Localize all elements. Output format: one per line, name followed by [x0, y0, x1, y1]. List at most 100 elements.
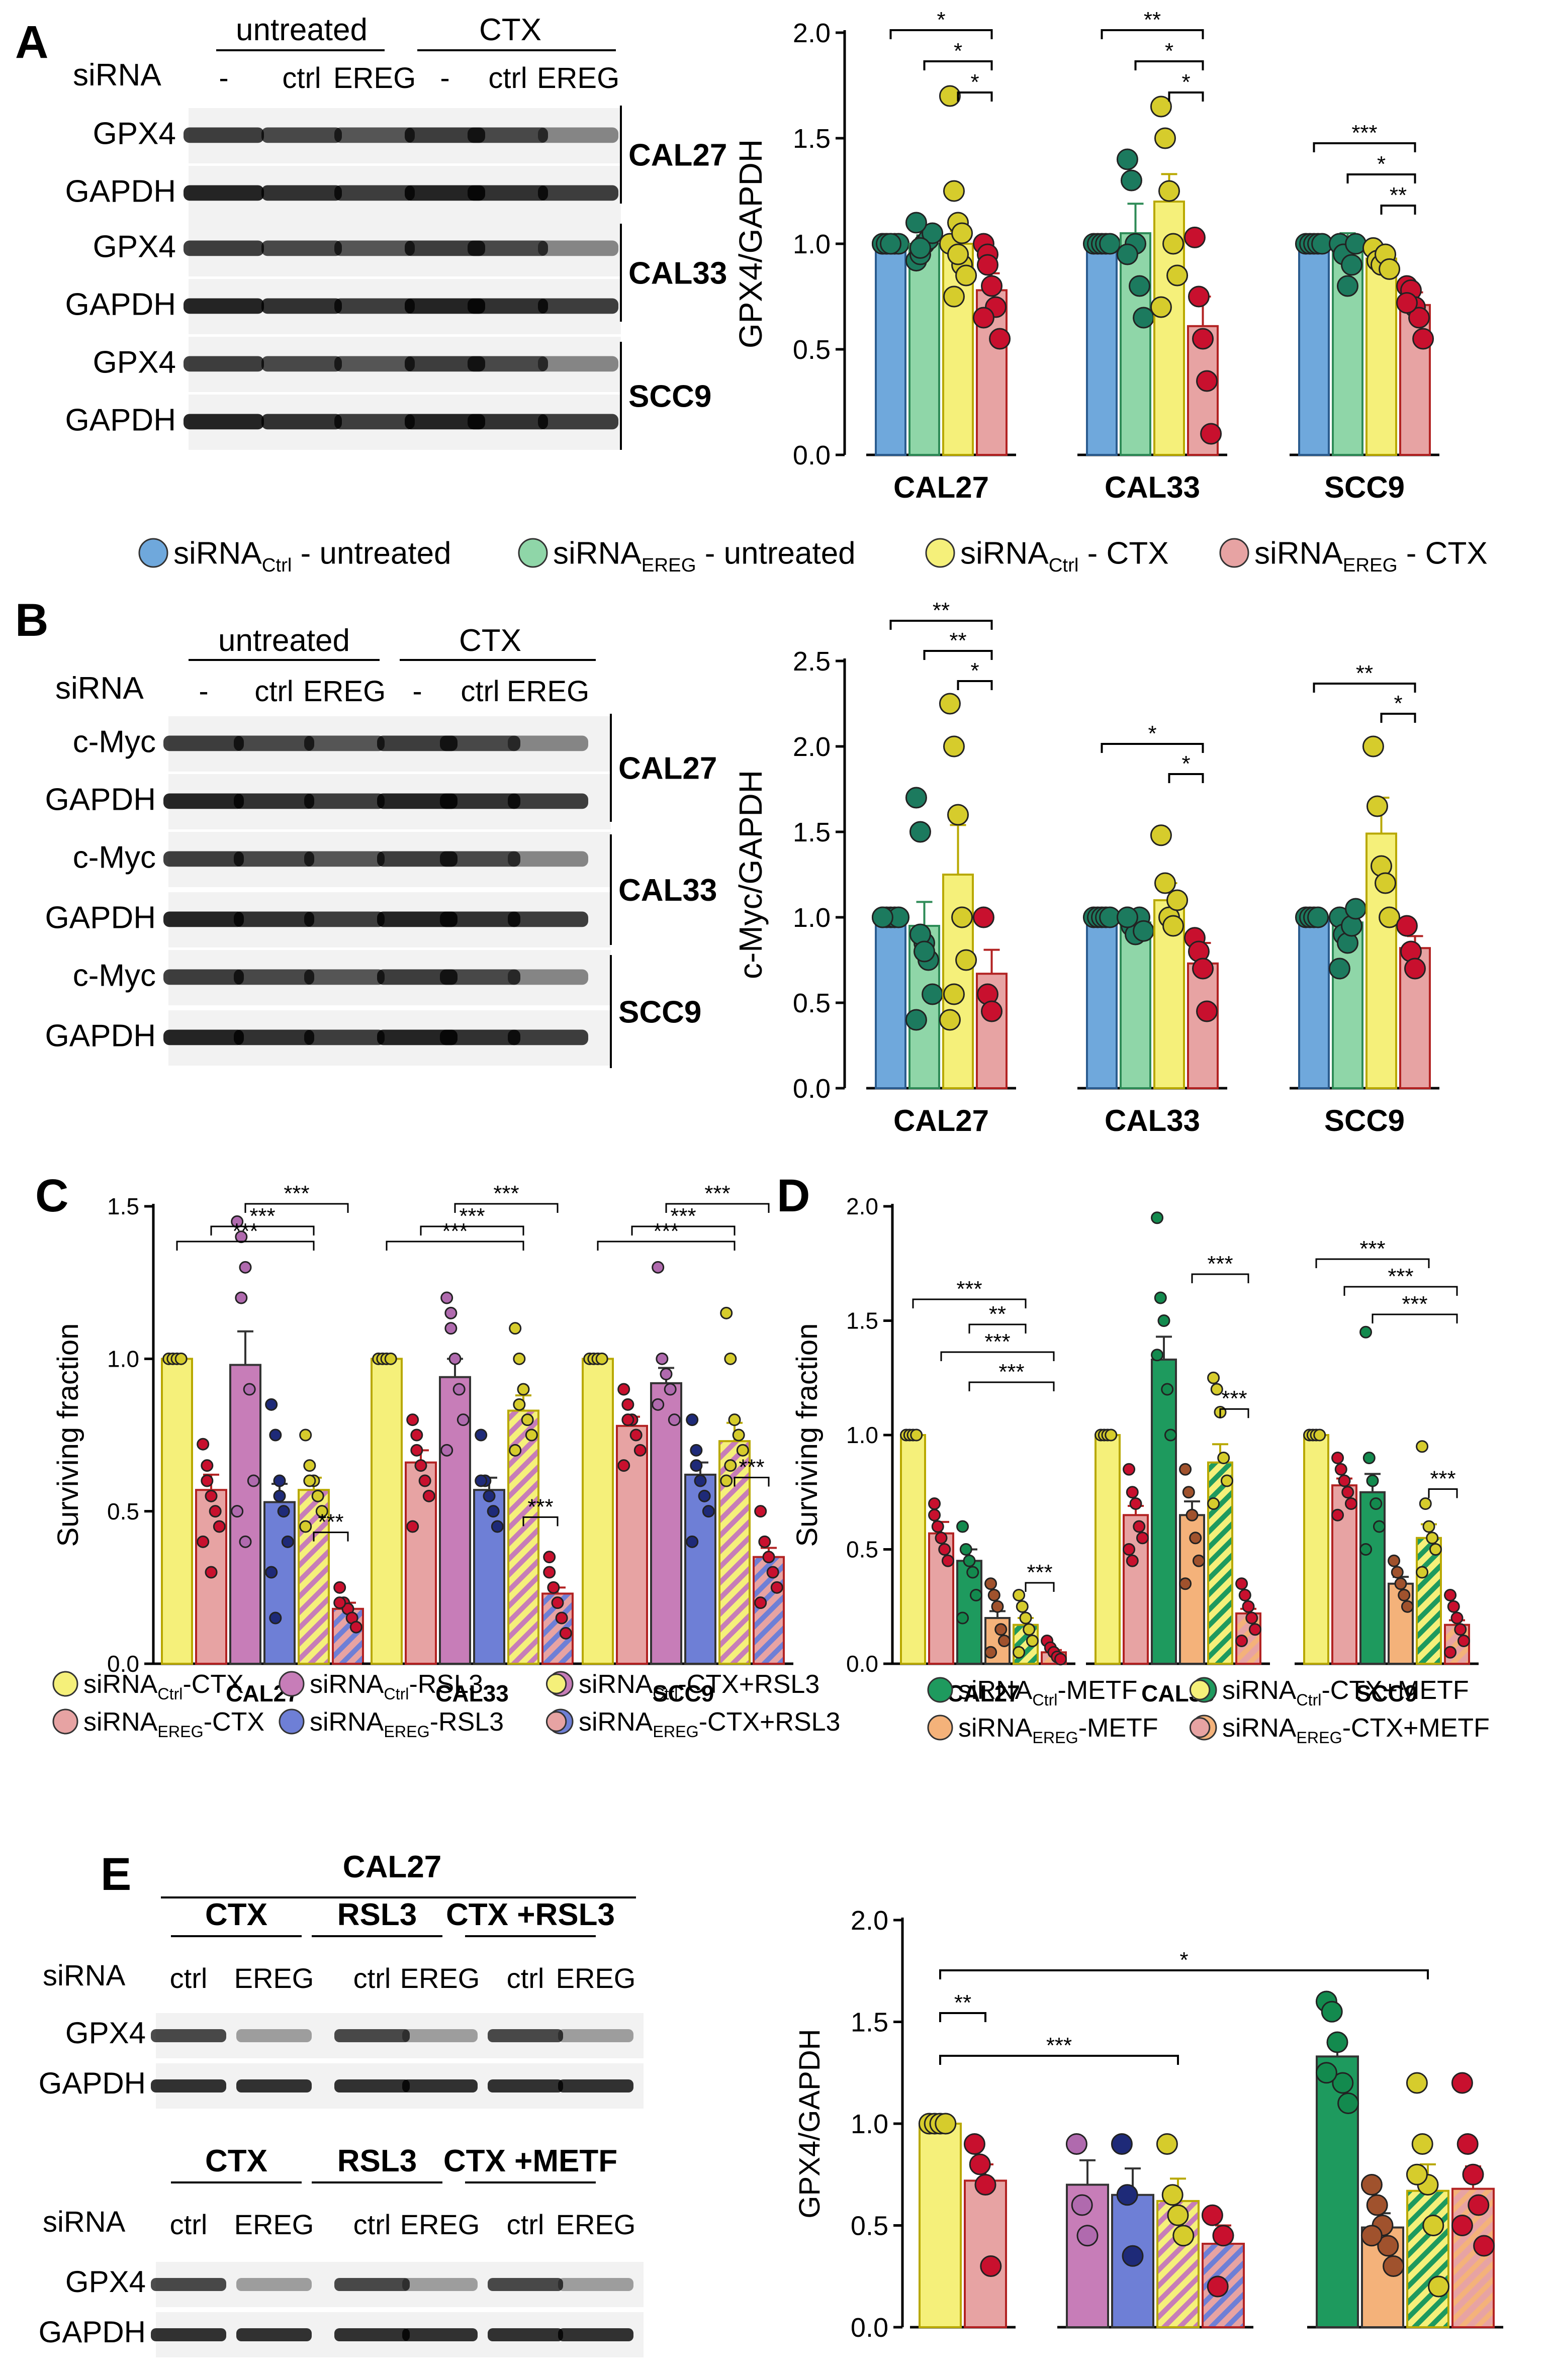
data-point [1394, 1577, 1407, 1590]
bar [1207, 1461, 1233, 1665]
data-point [311, 1489, 324, 1502]
legend-label: siRNAEREG-CTX [83, 1707, 264, 1741]
blot-row-label: GAPDH [65, 288, 176, 322]
blot-band [538, 185, 618, 201]
significance-bracket [1428, 1488, 1458, 1498]
blot-lane-label: - [440, 62, 449, 94]
data-point [1404, 958, 1426, 980]
data-point [1334, 1463, 1347, 1476]
blot-band [402, 2029, 478, 2042]
data-point [928, 1497, 941, 1510]
bar [1120, 232, 1151, 456]
blot-band [234, 851, 314, 867]
blot-lane-label: EREG [333, 62, 416, 94]
blot-band [334, 298, 415, 314]
blot-cell-label: CAL33 [618, 873, 717, 908]
blot-lane-label: EREG [303, 675, 386, 708]
bar [1298, 916, 1330, 1089]
blot-row-label: GPX4 [93, 345, 176, 380]
data-point [1167, 2204, 1189, 2226]
data-point [1188, 285, 1210, 308]
data-point [269, 1611, 282, 1625]
bar [1406, 2189, 1449, 2328]
significance-label: *** [653, 1219, 679, 1244]
data-point [1196, 370, 1218, 392]
data-point [1156, 2133, 1178, 2155]
panel-label-e: E [101, 1849, 131, 1900]
data-point [922, 222, 944, 244]
data-point [1422, 1520, 1435, 1533]
data-point [1462, 2163, 1484, 2185]
blot-row-label: GAPDH [65, 174, 176, 209]
data-point [174, 1352, 188, 1365]
blot-lane-label: ctrl [488, 62, 527, 94]
data-point [448, 1352, 462, 1365]
blot-cell-label: SCC9 [628, 379, 711, 414]
significance-bracket [1343, 1286, 1458, 1296]
data-point [1408, 307, 1430, 329]
data-point [452, 1383, 466, 1396]
blot-band [405, 185, 485, 201]
blot-e-lane-label: ctrl [170, 2209, 208, 2240]
blot-band [261, 127, 342, 143]
data-point [914, 940, 935, 963]
y-tick-label: 0.5 [846, 1537, 878, 1563]
data-point [1341, 1486, 1354, 1499]
blot-e-group-label: CTX [205, 2144, 267, 2178]
blot-band [405, 356, 485, 372]
data-point [1383, 2255, 1405, 2277]
data-point [384, 1352, 397, 1365]
significance-label: * [1179, 1948, 1188, 1972]
significance-label: ** [1356, 661, 1373, 686]
significance-bracket [734, 1476, 770, 1487]
blot-band [468, 414, 548, 430]
data-point [922, 983, 944, 1005]
data-point [1359, 1543, 1373, 1556]
legend-label: siRNAEREG - untreated [553, 536, 856, 577]
data-point [231, 1505, 244, 1518]
significance-bracket [1380, 205, 1416, 215]
significance-label: ** [954, 1990, 971, 2015]
data-point [444, 1322, 458, 1335]
significance-bracket [454, 1203, 559, 1213]
blot-a-group-ctx: CTX [479, 13, 541, 47]
x-group-label: SCC9 [1324, 470, 1405, 504]
data-point [1366, 795, 1388, 817]
data-point [1398, 1589, 1411, 1601]
significance-label: *** [984, 1329, 1010, 1354]
data-point [1345, 898, 1367, 920]
significance-label: * [954, 39, 962, 63]
data-point [299, 1520, 312, 1533]
blot-band [468, 356, 548, 372]
data-point [910, 1429, 923, 1442]
significance-bracket [1315, 1258, 1430, 1268]
y-tick-label: 0.0 [846, 1651, 878, 1677]
data-point [299, 1429, 312, 1442]
data-point [984, 1646, 997, 1659]
data-point [1456, 2133, 1479, 2155]
blot-band [488, 2278, 563, 2291]
data-point [1126, 1486, 1139, 1499]
blot-band [261, 298, 342, 314]
data-point [1341, 254, 1363, 276]
blot-band [184, 240, 264, 256]
data-point [475, 1429, 488, 1442]
data-point [1154, 1291, 1167, 1304]
significance-label: *** [1027, 1560, 1052, 1585]
bar [371, 1358, 403, 1665]
significance-label: *** [1402, 1292, 1427, 1316]
blot-band [468, 127, 548, 143]
data-point [1207, 1497, 1220, 1510]
significance-label: *** [956, 1277, 982, 1301]
data-point [660, 1368, 673, 1381]
data-point [559, 1627, 572, 1640]
western-blot-e: CAL27 CTX RSL3 CTX +RSL3 siRNA ctrl EREG ctrl E… [39, 1850, 644, 2357]
blot-band [304, 969, 385, 985]
data-point [1412, 328, 1434, 350]
significance-label: *** [284, 1181, 309, 1206]
blot-lane-label: - [219, 62, 228, 94]
bar [908, 243, 940, 456]
y-tick-label: 1.5 [107, 1193, 139, 1219]
data-point [513, 1398, 526, 1411]
data-point [1388, 1554, 1401, 1567]
